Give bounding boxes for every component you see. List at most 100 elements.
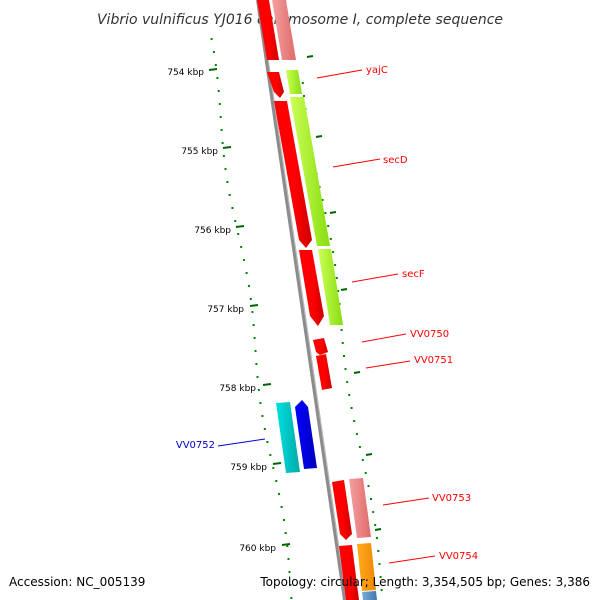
kbp-label: 758 kbp xyxy=(219,384,256,394)
gene-label-secF[interactable]: secF xyxy=(402,269,425,280)
gene-label-secD[interactable]: secD xyxy=(383,155,408,166)
cds-feature[interactable] xyxy=(362,591,377,600)
gc-dot xyxy=(253,337,256,339)
gc-dot xyxy=(210,38,213,40)
cds-feature[interactable] xyxy=(290,97,330,246)
gc-dot xyxy=(286,545,289,547)
kbp-label: 756 kbp xyxy=(194,226,231,236)
gc-dot xyxy=(350,407,353,409)
gc-dot xyxy=(282,519,285,521)
gc-dot xyxy=(324,212,327,214)
gc-dot xyxy=(346,381,349,383)
gc-dot xyxy=(240,246,243,248)
gc-dot xyxy=(278,493,281,495)
gc-dot xyxy=(234,220,237,222)
gc-dot xyxy=(254,350,257,352)
gc-dot xyxy=(340,329,343,331)
gene-features xyxy=(257,0,377,600)
gc-dot xyxy=(321,199,324,201)
gc-dot xyxy=(327,225,330,227)
gene-label-VV0754[interactable]: VV0754 xyxy=(439,551,478,562)
gc-dot xyxy=(380,589,383,591)
gc-dot xyxy=(256,376,259,378)
gc-dot xyxy=(343,355,345,357)
kbp-tick xyxy=(208,68,218,71)
kbp-label: 759 kbp xyxy=(230,463,267,473)
gc-dot xyxy=(372,511,375,513)
gc-dot xyxy=(222,155,225,157)
gc-dot xyxy=(218,103,221,105)
chromosome-backbone xyxy=(256,0,347,600)
gene-label-yajC[interactable]: yajC xyxy=(366,65,388,76)
chromosome-backbone-highlight xyxy=(259,0,347,600)
gc-dot xyxy=(217,90,220,92)
gc-dot xyxy=(353,420,356,422)
cds-feature[interactable] xyxy=(313,338,328,355)
gc-dot xyxy=(247,285,250,287)
gc-dot xyxy=(377,550,380,552)
gc-dot xyxy=(219,116,222,118)
gc-dot xyxy=(358,446,361,448)
gc-dot xyxy=(364,472,367,474)
cds-feature[interactable] xyxy=(295,400,317,469)
gc-dot xyxy=(255,363,258,365)
gc-dot xyxy=(303,95,305,97)
gc-dot xyxy=(344,368,347,370)
cds-feature[interactable] xyxy=(318,249,343,325)
kbp-tick xyxy=(249,304,259,307)
cds-feature[interactable] xyxy=(332,480,352,540)
gc-dot xyxy=(259,402,262,404)
accession-text: Accession: NC_005139 xyxy=(9,575,145,589)
gc-dot xyxy=(341,342,344,344)
gc-dot xyxy=(226,181,229,183)
gc-dot xyxy=(301,82,304,84)
gene-label-VV0750[interactable]: VV0750 xyxy=(410,329,449,340)
gene-label-VV0753[interactable]: VV0753 xyxy=(432,493,471,504)
gc-dot xyxy=(257,389,260,391)
gc-dot xyxy=(355,433,358,435)
gc-dot xyxy=(289,584,292,586)
cds-feature[interactable] xyxy=(316,354,332,390)
gc-dot xyxy=(214,64,217,66)
kbp-tick xyxy=(262,383,272,386)
gc-dot xyxy=(231,207,234,209)
kbp-tick xyxy=(235,225,245,228)
gc-dot xyxy=(269,454,272,456)
cds-feature[interactable] xyxy=(357,543,376,591)
kbp-label: 754 kbp xyxy=(167,68,204,78)
gc-dot xyxy=(335,277,338,279)
cds-feature[interactable] xyxy=(257,0,279,60)
gc-dot xyxy=(249,298,252,300)
gc-dot xyxy=(332,251,335,253)
gc-dot xyxy=(361,459,364,461)
gc-dot xyxy=(243,259,245,261)
gc-dot xyxy=(266,441,269,443)
cds-feature[interactable] xyxy=(274,101,312,248)
gc-dot xyxy=(220,129,223,131)
cds-feature[interactable] xyxy=(286,70,302,94)
gc-dot xyxy=(212,51,215,53)
gc-dot xyxy=(272,467,275,469)
gc-dot xyxy=(280,506,283,508)
gc-dot xyxy=(370,498,372,500)
cds-feature[interactable] xyxy=(276,402,300,473)
cds-feature[interactable] xyxy=(272,0,296,60)
cds-feature[interactable] xyxy=(349,478,371,538)
kbp-label: 757 kbp xyxy=(207,305,244,315)
gene-label-VV0751[interactable]: VV0751 xyxy=(414,355,453,366)
gc-dot xyxy=(245,272,248,274)
cds-feature[interactable] xyxy=(267,72,284,98)
gc-dot xyxy=(348,394,351,396)
gc-dot xyxy=(374,524,377,526)
gc-dot xyxy=(288,571,291,573)
gc-dot xyxy=(275,480,278,482)
cds-feature[interactable] xyxy=(339,545,359,600)
gc-skew-ticks xyxy=(306,55,382,531)
gc-dot xyxy=(329,238,332,240)
gc-dot xyxy=(287,558,290,560)
gc-dot xyxy=(252,324,255,326)
gene-label-VV0752[interactable]: VV0752 xyxy=(176,440,215,451)
cds-feature[interactable] xyxy=(299,250,324,326)
gc-dot xyxy=(237,233,240,235)
